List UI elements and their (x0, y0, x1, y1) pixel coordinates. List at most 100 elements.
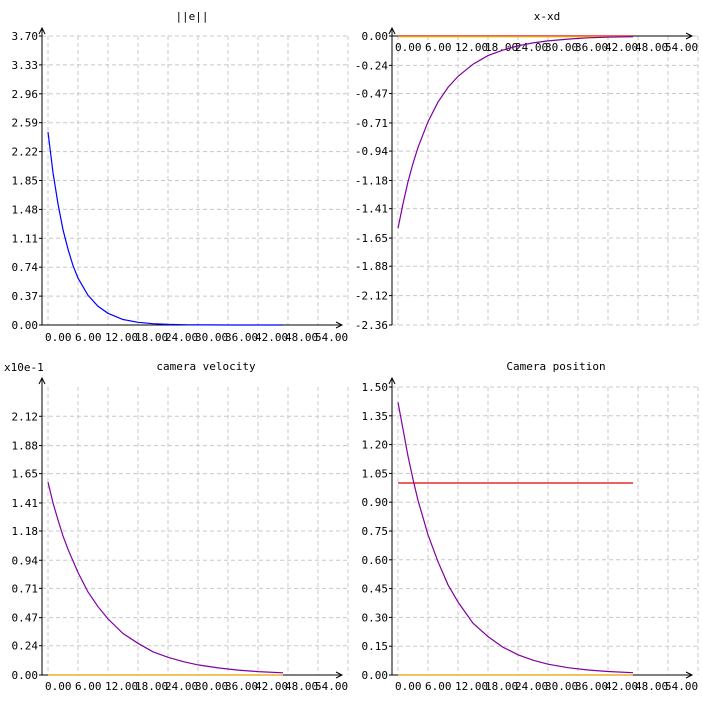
y-axis-arrow (388, 376, 396, 385)
x-tick-label: 54.00 (665, 680, 698, 693)
x-tick-label: 18.00 (135, 331, 168, 344)
y-tick-label: 0.00 (12, 319, 39, 332)
x-tick-label: 18.00 (485, 680, 518, 693)
y-tick-label: 0.75 (362, 525, 389, 538)
y-tick-label: -0.24 (355, 59, 388, 72)
x-tick-label: 48.00 (285, 680, 318, 693)
series-line-3 (397, 36, 634, 229)
x-tick-label: 54.00 (315, 331, 348, 344)
x-tick-label: 36.00 (225, 680, 258, 693)
y-tick-label: -1.65 (355, 232, 388, 245)
y-tick-label: 1.88 (12, 440, 39, 453)
x-tick-label: 12.00 (455, 680, 488, 693)
y-tick-label: 1.05 (362, 467, 389, 480)
x-axis-arrow (335, 321, 344, 329)
y-tick-label: 2.59 (12, 117, 39, 130)
y-tick-label: 1.85 (12, 175, 39, 188)
y-axis-arrow (388, 26, 396, 35)
y-tick-label: 2.22 (12, 146, 39, 159)
y-tick-label: 0.60 (362, 554, 389, 567)
x-tick-label: 24.00 (165, 680, 198, 693)
y-tick-label: 2.96 (12, 88, 39, 101)
x-tick-label: 6.00 (425, 680, 452, 693)
y-tick-label: 0.30 (362, 611, 389, 624)
x-tick-label: 54.00 (315, 680, 348, 693)
x-tick-label: 30.00 (545, 41, 578, 54)
x-tick-label: 12.00 (105, 680, 138, 693)
x-tick-label: 6.00 (75, 680, 102, 693)
y-tick-label: -1.41 (355, 203, 388, 216)
y-tick-label: 1.50 (362, 381, 389, 394)
series-line-2 (47, 482, 284, 674)
y-tick-label: 0.00 (362, 669, 389, 682)
x-tick-label: 36.00 (575, 680, 608, 693)
x-tick-label: 24.00 (515, 680, 548, 693)
x-tick-label: 12.00 (105, 331, 138, 344)
y-tick-label: 0.00 (12, 669, 39, 682)
x-tick-label: 42.00 (605, 41, 638, 54)
y-tick-label: -2.12 (355, 290, 388, 303)
x-tick-label: 12.00 (455, 41, 488, 54)
y-tick-label: 3.33 (12, 59, 39, 72)
chart-title: Camera position (506, 360, 605, 373)
y-tick-label: -1.88 (355, 260, 388, 273)
x-axis-arrow (685, 32, 694, 40)
y-tick-label: -0.47 (355, 88, 388, 101)
y-tick-label: 1.11 (12, 232, 39, 245)
x-axis-arrow (685, 671, 694, 679)
y-tick-label: 1.65 (12, 468, 39, 481)
y-tick-label: 3.70 (12, 30, 39, 43)
x-tick-label: 0.00 (395, 680, 422, 693)
x-tick-label: 48.00 (635, 680, 668, 693)
x-tick-label: 42.00 (255, 331, 288, 344)
series-line-3 (397, 402, 634, 674)
y-tick-label: -0.71 (355, 117, 388, 130)
x-tick-label: 6.00 (425, 41, 452, 54)
x-tick-label: 42.00 (605, 680, 638, 693)
y-tick-label: 0.74 (12, 261, 39, 274)
axis-exponent-label: x10e-1 (4, 361, 44, 374)
y-tick-label: -0.94 (355, 145, 388, 158)
y-tick-label: -1.18 (355, 175, 388, 188)
series-line-1 (47, 132, 283, 326)
y-tick-label: -2.36 (355, 319, 388, 332)
chart-panel-4: Camera position 0.00 0.15 0.30 0.45 0.60 0.75 0… (362, 360, 699, 693)
chart-panel-2: x-xd -2.36 -2.12 -1.88 -1.65 -1.41 -1.18 -0.94 -… (355, 10, 699, 332)
chart-title: x-xd (534, 10, 561, 23)
y-tick-label: 0.47 (12, 612, 39, 625)
y-tick-label: 0.24 (12, 640, 39, 653)
x-tick-label: 18.00 (135, 680, 168, 693)
y-tick-label: 2.12 (12, 410, 39, 423)
x-axis-arrow (335, 671, 344, 679)
x-tick-label: 18.00 (485, 41, 518, 54)
x-tick-label: 54.00 (665, 41, 698, 54)
x-tick-label: 36.00 (225, 331, 258, 344)
y-tick-label: 1.41 (12, 497, 39, 510)
y-tick-label: 0.71 (12, 582, 39, 595)
y-tick-label: 1.20 (362, 439, 389, 452)
x-tick-label: 6.00 (75, 331, 102, 344)
x-tick-label: 0.00 (45, 331, 72, 344)
y-tick-label: 1.48 (12, 203, 39, 216)
x-tick-label: 0.00 (395, 41, 422, 54)
x-tick-label: 42.00 (255, 680, 288, 693)
y-tick-label: 0.37 (12, 290, 39, 303)
y-tick-label: 0.15 (362, 640, 389, 653)
x-tick-label: 30.00 (195, 680, 228, 693)
chart-panel-3: camera velocity x10e-1 0.00 0.24 0.47 0.71 0.9… (4, 360, 349, 693)
x-tick-label: 30.00 (545, 680, 578, 693)
x-tick-label: 24.00 (165, 331, 198, 344)
chart-panel-1: ||e|| 0.00 0.37 0.74 1.11 1.48 1.85 2.22 2.59 2.9… (12, 10, 349, 344)
chart-title: ||e|| (175, 10, 208, 23)
y-tick-label: 0.45 (362, 583, 389, 596)
y-tick-label: 0.90 (362, 496, 389, 509)
y-axis-arrow (38, 376, 46, 385)
y-tick-label: 1.35 (362, 410, 389, 423)
x-tick-label: 48.00 (635, 41, 668, 54)
x-tick-label: 36.00 (575, 41, 608, 54)
y-axis-arrow (38, 26, 46, 35)
y-tick-label: 0.00 (362, 30, 389, 43)
chart-title: camera velocity (156, 360, 256, 373)
x-tick-label: 30.00 (195, 331, 228, 344)
